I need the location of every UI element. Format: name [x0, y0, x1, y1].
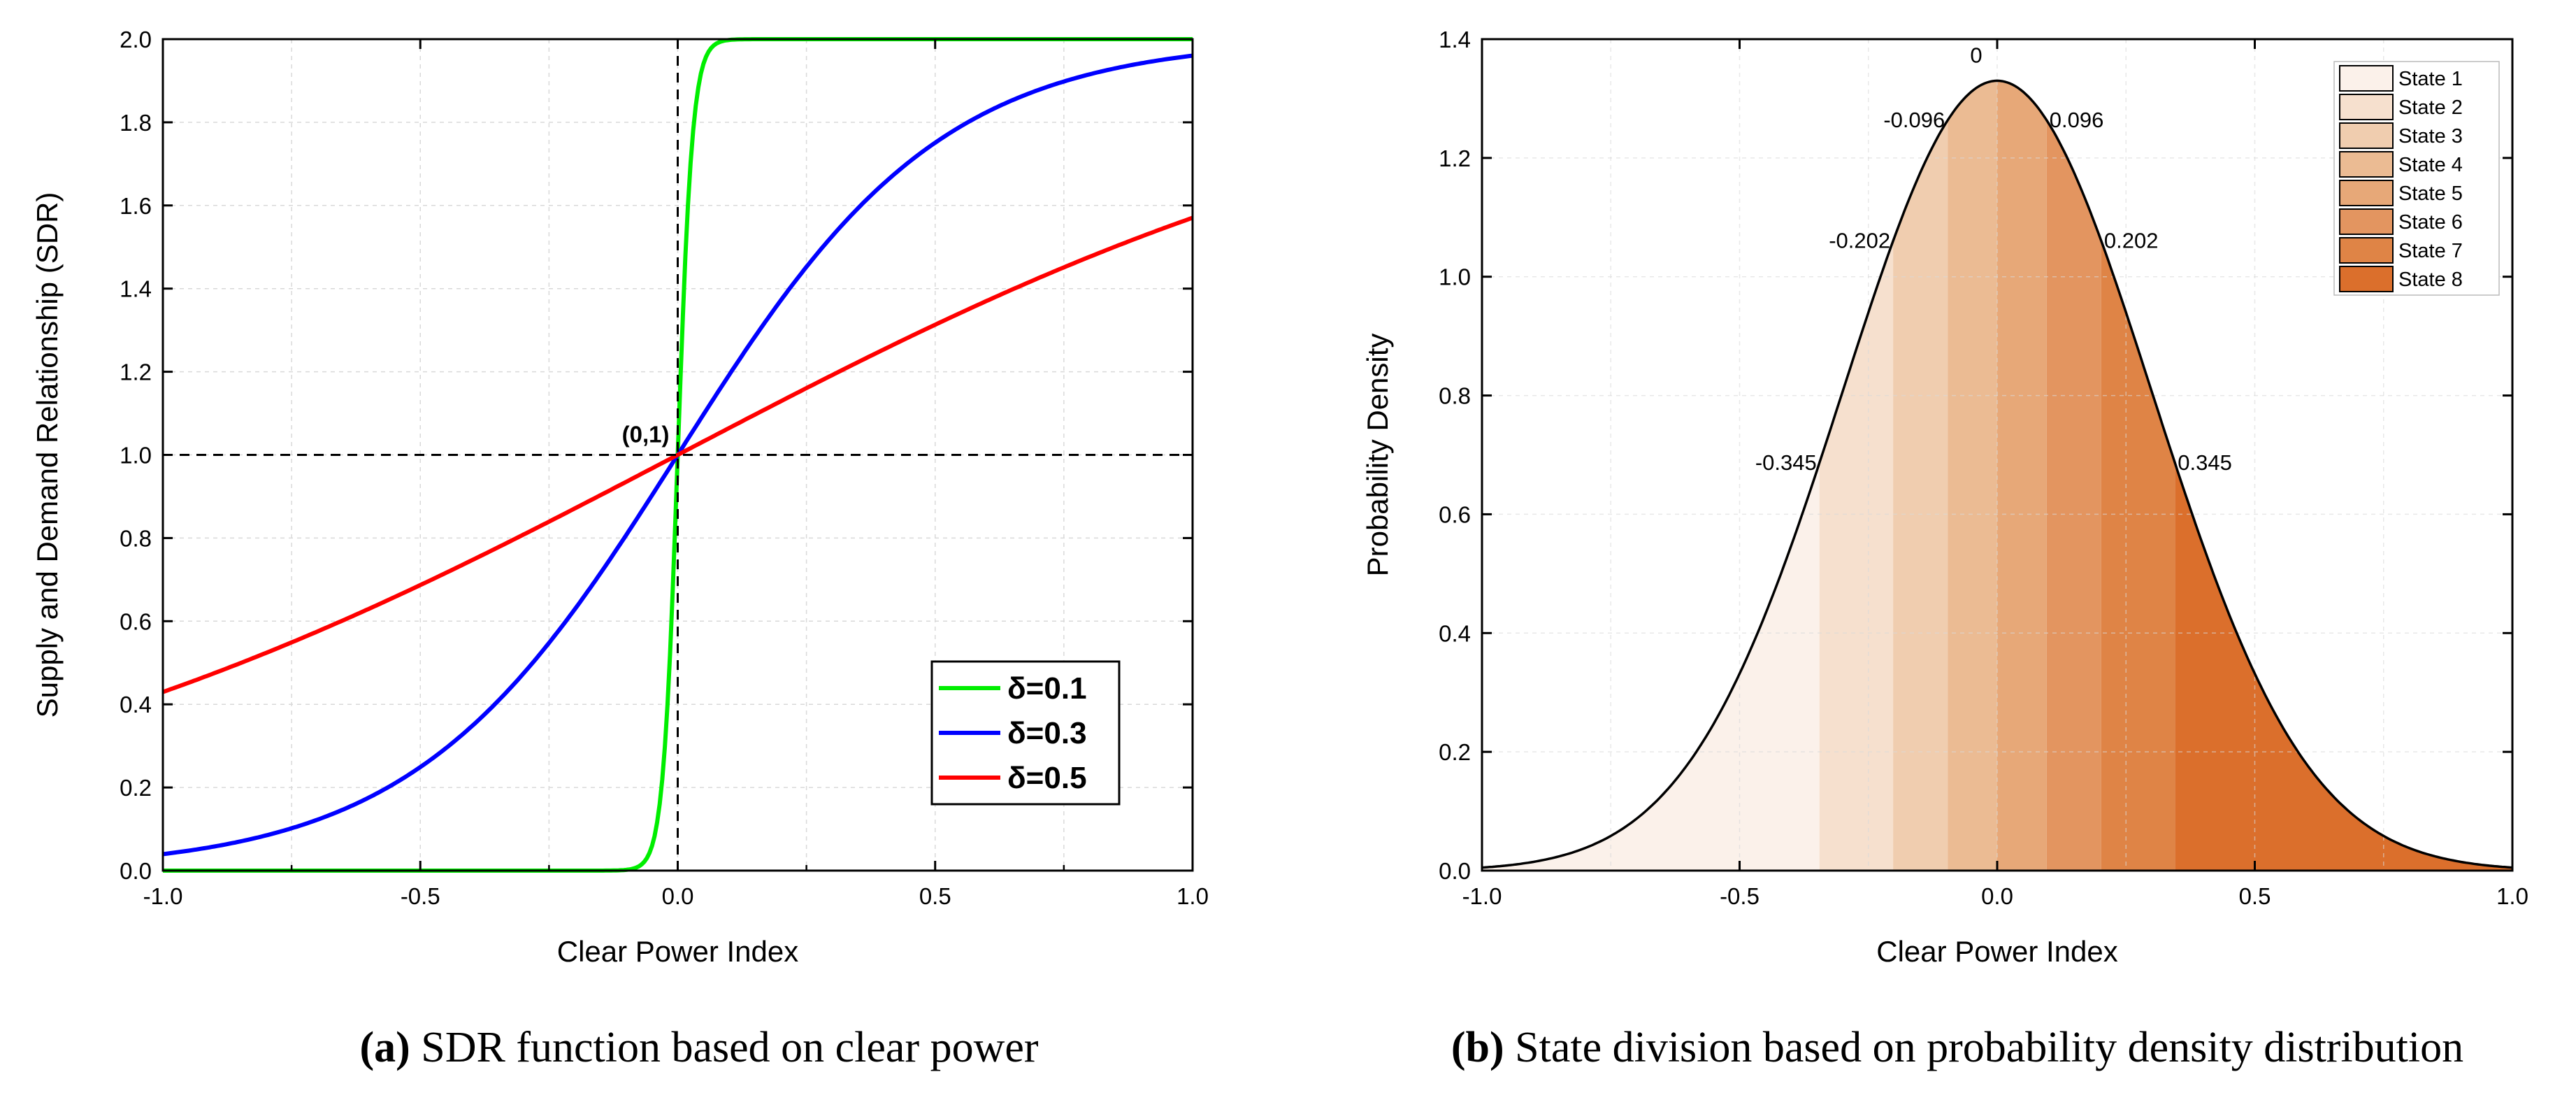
panel-a-caption-label: (a): [359, 1024, 410, 1071]
x-tick-label: -1.0: [143, 883, 183, 909]
panel-a-y-axis-label: Supply and Demand Relationship (SDR): [31, 192, 64, 718]
x-tick-label: 0.5: [919, 883, 951, 909]
panel-b-y-axis-label: Probability Density: [1361, 334, 1394, 577]
legend-label-6: State 6: [2398, 211, 2463, 234]
legend-label-8: State 8: [2398, 269, 2463, 291]
legend-label-3: δ=0.5: [1007, 761, 1087, 795]
panel-a-chart: -1.0 -0.5 0.0 0.5 1.0 0.0 0.2 0.4 0.6 0.8 1.0 1.2 1.…: [31, 27, 1209, 968]
panel-b-boundary-labels: -0.345 -0.202 -0.096 0 0.096 0.202 0.345: [1755, 43, 2232, 474]
panel-a-caption-text: SDR function based on clear power: [410, 1024, 1039, 1071]
legend-label-2: δ=0.3: [1007, 716, 1087, 750]
legend-swatch-4: [2339, 151, 2394, 178]
y-tick-label: 0.0: [1439, 858, 1471, 884]
y-tick-label: 1.4: [1439, 27, 1471, 52]
state-region-5: [1997, 80, 2047, 871]
y-tick-label: 0.6: [1439, 501, 1471, 527]
panel-a-legend: δ=0.1 δ=0.3 δ=0.5: [930, 660, 1121, 806]
x-tick-label: 0.0: [1981, 883, 2013, 909]
state-region-2: [1819, 241, 1894, 871]
y-tick-label: 0.8: [1439, 383, 1471, 409]
legend-label-2: State 2: [2398, 97, 2463, 119]
boundary-label: 0.202: [2104, 229, 2159, 253]
y-tick-label: 0.6: [120, 608, 152, 634]
legend-label-4: State 4: [2398, 154, 2463, 176]
y-tick-label: 1.4: [120, 276, 152, 302]
legend-swatch-2: [2339, 94, 2394, 120]
panel-a-caption: (a) SDR function based on clear power: [359, 1024, 1038, 1071]
x-tick-label: 0.0: [662, 883, 694, 909]
legend-label-3: State 3: [2398, 125, 2463, 148]
state-region-8: [2175, 462, 2512, 871]
legend-label-1: δ=0.1: [1007, 671, 1087, 706]
x-tick-label: 1.0: [2496, 883, 2528, 909]
series-line-3: [162, 215, 1193, 694]
boundary-label: 0.345: [2178, 450, 2232, 475]
legend-swatch-6: [2339, 208, 2394, 235]
state-region-6: [2046, 120, 2101, 871]
panel-b-caption-text: State division based on probability dens…: [1504, 1024, 2464, 1071]
y-tick-label: 1.8: [120, 110, 152, 136]
panel-b-chart: -1.0 -0.5 0.0 0.5 1.0 0.0 0.2 0.4 0.6 0.8 1.0 1.2 1.…: [1361, 27, 2528, 968]
state-region-1: [1482, 462, 1820, 871]
x-tick-label: 0.5: [2239, 883, 2271, 909]
x-tick-label: -1.0: [1462, 883, 1502, 909]
panel-b-ticks: -1.0 -0.5 0.0 0.5 1.0 0.0 0.2 0.4 0.6 0.8 1.0 1.2 1.…: [1439, 27, 2528, 909]
boundary-label: 0: [1970, 43, 1982, 67]
legend-swatch-8: [2339, 266, 2394, 292]
panel-a-annotation: (0,1): [622, 422, 670, 448]
y-tick-label: 0.4: [1439, 620, 1471, 646]
x-tick-label: 1.0: [1177, 883, 1209, 909]
y-tick-label: 0.2: [1439, 739, 1471, 765]
boundary-label: -0.345: [1755, 450, 1817, 475]
boundary-label: 0.096: [2050, 108, 2104, 132]
panel-b-caption: (b) State division based on probability …: [1451, 1024, 2463, 1071]
legend-swatch-5: [2339, 180, 2394, 206]
legend-swatch-7: [2339, 237, 2394, 264]
y-tick-label: 0.0: [120, 858, 152, 884]
panel-b-state-regions: [1482, 80, 2512, 871]
x-tick-label: -0.5: [1720, 883, 1760, 909]
y-tick-label: 0.4: [120, 692, 152, 717]
legend-label-5: State 5: [2398, 183, 2463, 205]
legend-label-1: State 1: [2398, 68, 2463, 90]
boundary-label: -0.096: [1883, 108, 1945, 132]
legend-swatch-3: [2339, 122, 2394, 149]
legend-swatch-1: [2339, 65, 2394, 92]
panel-a-ticks: -1.0 -0.5 0.0 0.5 1.0 0.0 0.2 0.4 0.6 0.8 1.0 1.2 1.…: [120, 27, 1209, 909]
state-region-3: [1893, 120, 1948, 871]
x-tick-label: -0.5: [401, 883, 440, 909]
y-tick-label: 1.0: [120, 443, 152, 469]
boundary-label: -0.202: [1829, 229, 1890, 253]
panel-b-density-curve: [1481, 79, 2513, 869]
y-tick-label: 1.2: [120, 359, 152, 385]
panel-a-x-axis-label: Clear Power Index: [557, 935, 799, 968]
panel-b-legend: State 1 State 2 State 3 State 4 State 5 State…: [2333, 61, 2500, 296]
legend-label-7: State 7: [2398, 240, 2463, 262]
state-region-7: [2101, 241, 2175, 871]
panel-b-grid: [1482, 39, 2512, 871]
y-tick-label: 2.0: [120, 27, 152, 52]
y-tick-label: 1.0: [1439, 264, 1471, 290]
state-region-4: [1948, 80, 1997, 871]
y-tick-label: 0.2: [120, 775, 152, 801]
y-tick-label: 1.6: [120, 193, 152, 219]
y-tick-label: 1.2: [1439, 145, 1471, 171]
y-tick-label: 0.8: [120, 525, 152, 551]
panel-b-caption-label: (b): [1451, 1024, 1504, 1071]
panel-b-x-axis-label: Clear Power Index: [1876, 935, 2118, 968]
